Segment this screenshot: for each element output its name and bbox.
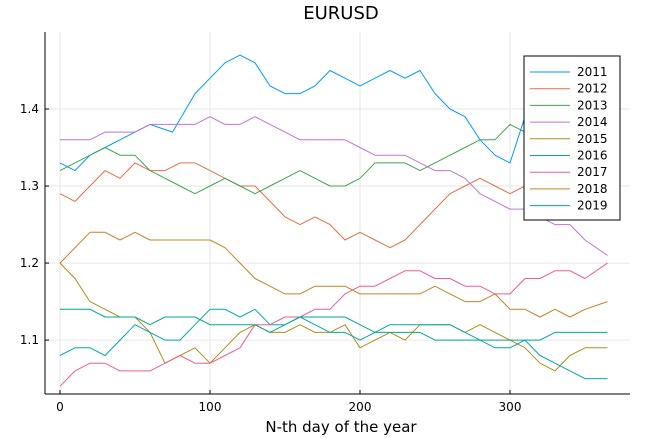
legend-entry-2018: 2018 [577,182,608,196]
legend-entry-2019: 2019 [577,199,608,213]
legend-entry-2016: 2016 [577,149,608,163]
x-tick-label: 300 [499,400,522,414]
y-tick-label: 1.3 [20,179,39,193]
x-axis-label: N-th day of the year [265,418,417,436]
series-line-2013 [59,123,608,195]
y-tick-label: 1.4 [20,102,39,116]
chart-title: EURUSD [303,3,379,24]
x-tick-label: 200 [349,400,372,414]
series-line-2017 [59,262,608,387]
y-tick-label: 1.1 [20,333,39,347]
series-line-2014 [60,116,608,256]
legend-entry-2014: 2014 [577,115,608,129]
series-layer [59,54,608,387]
axes [44,32,630,395]
legend-entry-2017: 2017 [577,165,608,179]
series-line-2016 [59,308,608,380]
legend-entry-2013: 2013 [577,98,608,112]
legend-entry-2012: 2012 [577,82,608,96]
x-tick-label: 100 [199,400,222,414]
x-tick-label: 0 [56,400,64,414]
legend: 2011 2012 2013 2014 2015 2016 2017 2018 2019 [523,55,621,221]
legend-entry-2011: 2011 [577,65,608,79]
legend-entry-2015: 2015 [577,132,608,146]
ticks: 0 100 200 300 1.1 1.2 1.3 1.4 [20,102,522,414]
series-line-2018 [59,231,608,318]
series-line-2019 [60,308,608,341]
legend-box [523,55,621,221]
y-tick-label: 1.2 [20,256,39,270]
